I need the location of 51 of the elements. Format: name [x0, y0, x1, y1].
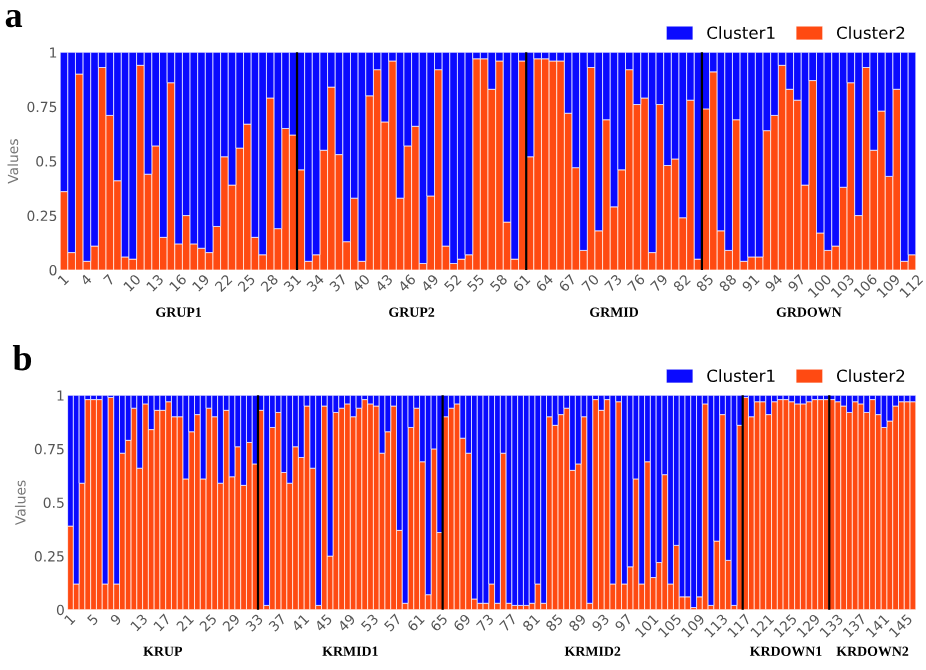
- bar: [759, 401, 767, 610]
- bar: [315, 395, 322, 606]
- bar: [401, 395, 409, 604]
- bar: [800, 403, 807, 610]
- bar: [909, 401, 916, 610]
- legend-label: Cluster1: [707, 26, 775, 40]
- bar: [707, 395, 715, 606]
- legend-label: Cluster2: [836, 369, 905, 383]
- bar: [690, 395, 697, 608]
- bar: [367, 403, 374, 610]
- bar: [505, 395, 513, 604]
- bar: [523, 395, 530, 606]
- bar: [388, 60, 397, 271]
- chart-title: a: [5, 9, 23, 28]
- bar: [517, 395, 524, 606]
- bar: [165, 401, 172, 610]
- bar: [344, 403, 351, 610]
- bar: [361, 399, 368, 610]
- bar: [771, 401, 778, 610]
- bar: [357, 52, 367, 262]
- bar: [834, 401, 842, 610]
- bar: [540, 395, 547, 604]
- bar: [811, 399, 819, 610]
- bar: [869, 399, 876, 610]
- bar: [494, 395, 501, 604]
- bar: [898, 401, 905, 610]
- bar: [418, 52, 428, 264]
- bar: [730, 395, 738, 606]
- bar: [90, 399, 97, 610]
- bar: [96, 399, 103, 610]
- bar: [739, 52, 749, 262]
- bar: [782, 399, 790, 610]
- bar: [586, 395, 594, 604]
- bar: [533, 58, 542, 271]
- bar: [482, 395, 490, 604]
- bar: [556, 60, 565, 271]
- bar: [495, 60, 504, 271]
- legend-label: Cluster1: [707, 369, 775, 383]
- bar: [817, 399, 824, 610]
- bar: [304, 52, 313, 262]
- bar: [900, 52, 909, 262]
- bar: [788, 401, 795, 610]
- bar: [511, 395, 519, 606]
- bar: [857, 403, 865, 610]
- bar: [449, 52, 458, 264]
- bar: [548, 60, 558, 271]
- chart-title: b: [12, 345, 32, 371]
- legend-label: Cluster2: [836, 26, 905, 40]
- bar: [263, 395, 270, 606]
- bar: [82, 52, 92, 262]
- bar: [794, 403, 801, 610]
